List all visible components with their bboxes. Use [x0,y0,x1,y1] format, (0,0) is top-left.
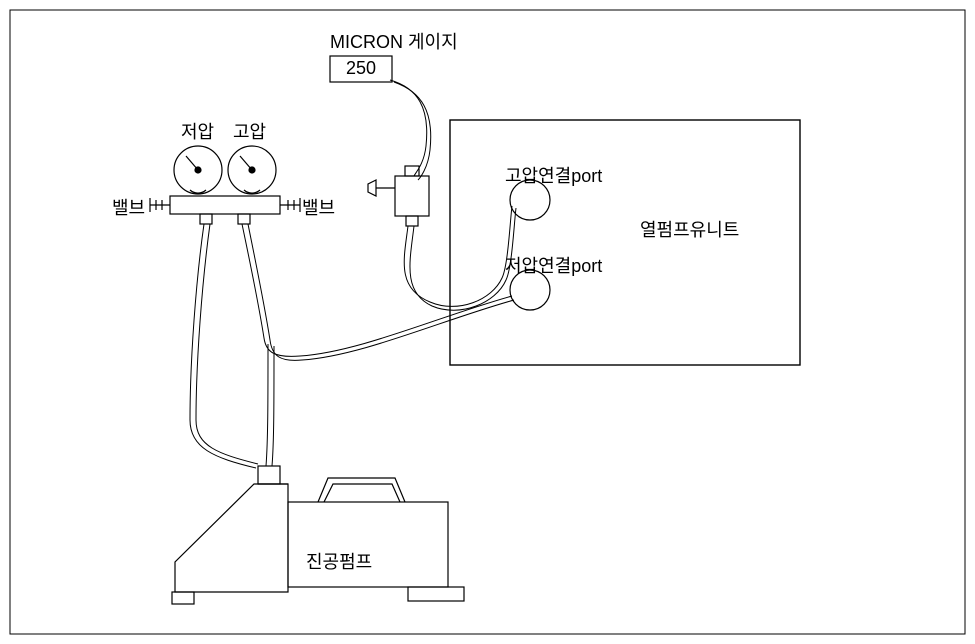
manifold-port-high [238,214,250,224]
micron-gauge-title: MICRON 게이지 [330,28,458,54]
hose-tvalve-high-a [404,206,512,306]
hose-branch-pump-b [272,346,274,466]
manifold [150,146,300,224]
vacuum-pump [172,466,464,604]
hose-gauge-tvalve-a [390,80,427,176]
pump-base [408,587,464,601]
pump-handle [318,478,405,502]
hose-branch-pump-a [266,344,268,466]
manifold-port-low [200,214,212,224]
high-gauge-arc [244,190,260,193]
valve-left-label: 밸브 [112,194,145,220]
pump-cone [175,484,288,592]
manifold-body [170,196,280,214]
hose-low-pump-a [190,224,256,468]
t-valve-bottom [406,216,418,226]
low-gauge-label: 저압 [181,118,214,144]
hose-high-lowport-a [242,224,512,356]
hose-low-pump-b [196,224,258,464]
low-gauge-needle [186,156,198,170]
high-port-label: 고압연결port [505,162,602,188]
frame [10,10,965,634]
diagram-svg [0,0,975,644]
diagram-canvas: MICRON 게이지 250 저압 고압 밸브 밸브 고압연결port 저압연결… [0,0,975,644]
high-gauge-label: 고압 [233,118,266,144]
t-valve [368,166,429,226]
low-port-label: 저압연결port [505,252,602,278]
t-valve-handle [368,180,376,196]
pump-foot [172,592,194,604]
pump-handle-inner [324,484,400,502]
pump-exhaust [258,466,280,484]
high-gauge-needle [240,156,252,170]
vacuum-pump-label: 진공펌프 [306,548,372,574]
micron-gauge-value: 250 [346,58,376,79]
hose-high-lowport-b [248,224,514,360]
hose-gauge-tvalve-b [394,82,431,180]
t-valve-body [395,176,429,216]
heat-pump-unit-box [450,120,800,365]
valve-right-label: 밸브 [302,194,335,220]
pump-motor [288,502,448,587]
heat-pump-unit-label: 열펌프유니트 [640,216,739,242]
hose-tvalve-high-b [410,208,516,310]
low-gauge-arc [190,190,206,193]
